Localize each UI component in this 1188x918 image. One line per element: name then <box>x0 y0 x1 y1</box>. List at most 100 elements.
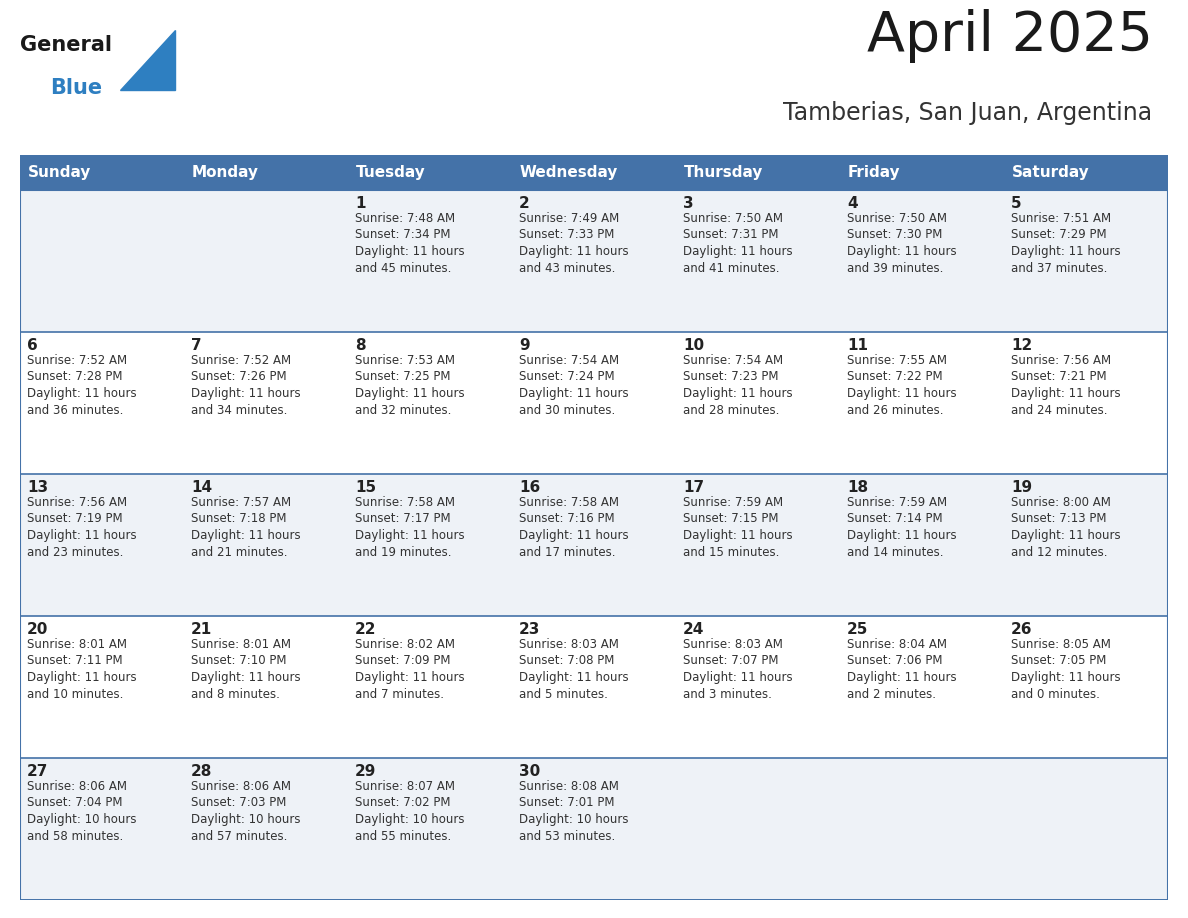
Text: and 41 minutes.: and 41 minutes. <box>683 262 779 274</box>
Text: Daylight: 11 hours: Daylight: 11 hours <box>519 529 628 542</box>
Text: Daylight: 11 hours: Daylight: 11 hours <box>847 245 956 258</box>
Text: 22: 22 <box>355 622 377 637</box>
Bar <box>1004 332 1168 474</box>
Text: Sunset: 7:18 PM: Sunset: 7:18 PM <box>191 512 286 525</box>
Bar <box>348 616 512 758</box>
Text: 29: 29 <box>355 764 377 779</box>
Text: 25: 25 <box>847 622 868 637</box>
Text: Sunset: 7:05 PM: Sunset: 7:05 PM <box>1011 655 1106 667</box>
Text: and 23 minutes.: and 23 minutes. <box>27 545 124 558</box>
Bar <box>348 474 512 616</box>
Text: and 53 minutes.: and 53 minutes. <box>519 830 615 843</box>
Bar <box>184 758 348 900</box>
Text: Blue: Blue <box>50 78 102 98</box>
Bar <box>184 190 348 332</box>
Text: Sunset: 7:29 PM: Sunset: 7:29 PM <box>1011 229 1107 241</box>
Text: and 19 minutes.: and 19 minutes. <box>355 545 451 558</box>
Text: Sunset: 7:23 PM: Sunset: 7:23 PM <box>683 371 778 384</box>
Text: 24: 24 <box>683 622 704 637</box>
Text: Sunset: 7:34 PM: Sunset: 7:34 PM <box>355 229 450 241</box>
Text: Daylight: 11 hours: Daylight: 11 hours <box>27 387 137 400</box>
Text: Sunrise: 7:51 AM: Sunrise: 7:51 AM <box>1011 212 1111 225</box>
Text: and 7 minutes.: and 7 minutes. <box>355 688 444 700</box>
Text: and 28 minutes.: and 28 minutes. <box>683 404 779 417</box>
Text: Daylight: 10 hours: Daylight: 10 hours <box>27 813 137 826</box>
Text: and 14 minutes.: and 14 minutes. <box>847 545 943 558</box>
Bar <box>20 190 184 332</box>
Text: and 43 minutes.: and 43 minutes. <box>519 262 615 274</box>
Text: 17: 17 <box>683 480 704 495</box>
Bar <box>184 332 348 474</box>
Text: 3: 3 <box>683 196 694 211</box>
Text: 9: 9 <box>519 338 530 353</box>
Bar <box>840 332 1004 474</box>
Text: Sunrise: 7:50 AM: Sunrise: 7:50 AM <box>683 212 783 225</box>
Text: Daylight: 11 hours: Daylight: 11 hours <box>191 671 301 684</box>
Bar <box>676 474 840 616</box>
Text: Daylight: 10 hours: Daylight: 10 hours <box>355 813 465 826</box>
Text: 11: 11 <box>847 338 868 353</box>
Text: and 55 minutes.: and 55 minutes. <box>355 830 451 843</box>
Text: Sunrise: 8:08 AM: Sunrise: 8:08 AM <box>519 780 619 793</box>
Text: Daylight: 11 hours: Daylight: 11 hours <box>1011 387 1120 400</box>
Bar <box>348 155 512 190</box>
Text: Sunrise: 7:59 AM: Sunrise: 7:59 AM <box>847 496 947 509</box>
Bar <box>840 616 1004 758</box>
Bar <box>512 474 676 616</box>
Text: Daylight: 11 hours: Daylight: 11 hours <box>519 671 628 684</box>
Text: Sunset: 7:10 PM: Sunset: 7:10 PM <box>191 655 286 667</box>
Text: Sunrise: 8:00 AM: Sunrise: 8:00 AM <box>1011 496 1111 509</box>
Text: and 8 minutes.: and 8 minutes. <box>191 688 280 700</box>
Text: Sunrise: 7:55 AM: Sunrise: 7:55 AM <box>847 354 947 367</box>
Text: 27: 27 <box>27 764 49 779</box>
Text: Sunset: 7:33 PM: Sunset: 7:33 PM <box>519 229 614 241</box>
Text: Daylight: 11 hours: Daylight: 11 hours <box>27 671 137 684</box>
Bar <box>512 155 676 190</box>
Text: Sunrise: 8:06 AM: Sunrise: 8:06 AM <box>191 780 291 793</box>
Bar <box>676 332 840 474</box>
Text: Sunrise: 7:53 AM: Sunrise: 7:53 AM <box>355 354 455 367</box>
Text: 18: 18 <box>847 480 868 495</box>
Text: Sunset: 7:16 PM: Sunset: 7:16 PM <box>519 512 614 525</box>
Text: and 0 minutes.: and 0 minutes. <box>1011 688 1100 700</box>
Text: Friday: Friday <box>848 165 901 180</box>
Text: Sunrise: 7:54 AM: Sunrise: 7:54 AM <box>519 354 619 367</box>
Text: and 24 minutes.: and 24 minutes. <box>1011 404 1107 417</box>
Text: Sunrise: 7:56 AM: Sunrise: 7:56 AM <box>1011 354 1111 367</box>
Text: Daylight: 11 hours: Daylight: 11 hours <box>27 529 137 542</box>
Text: and 2 minutes.: and 2 minutes. <box>847 688 936 700</box>
Text: 20: 20 <box>27 622 49 637</box>
Text: Sunrise: 7:56 AM: Sunrise: 7:56 AM <box>27 496 127 509</box>
Text: and 45 minutes.: and 45 minutes. <box>355 262 451 274</box>
Text: and 5 minutes.: and 5 minutes. <box>519 688 608 700</box>
Text: Daylight: 11 hours: Daylight: 11 hours <box>683 529 792 542</box>
Text: Daylight: 11 hours: Daylight: 11 hours <box>847 529 956 542</box>
Bar <box>20 155 184 190</box>
Text: Sunset: 7:07 PM: Sunset: 7:07 PM <box>683 655 778 667</box>
Text: Daylight: 11 hours: Daylight: 11 hours <box>847 671 956 684</box>
Text: Sunday: Sunday <box>29 165 91 180</box>
Text: April 2025: April 2025 <box>866 9 1152 63</box>
Text: General: General <box>20 35 112 55</box>
Text: Sunset: 7:08 PM: Sunset: 7:08 PM <box>519 655 614 667</box>
Bar <box>840 190 1004 332</box>
Text: 12: 12 <box>1011 338 1032 353</box>
Text: and 26 minutes.: and 26 minutes. <box>847 404 943 417</box>
Text: Daylight: 11 hours: Daylight: 11 hours <box>1011 245 1120 258</box>
Text: Sunrise: 7:54 AM: Sunrise: 7:54 AM <box>683 354 783 367</box>
Polygon shape <box>120 30 175 90</box>
Text: and 39 minutes.: and 39 minutes. <box>847 262 943 274</box>
Bar <box>676 190 840 332</box>
Text: Sunset: 7:30 PM: Sunset: 7:30 PM <box>847 229 942 241</box>
Text: 19: 19 <box>1011 480 1032 495</box>
Bar <box>512 758 676 900</box>
Text: Daylight: 10 hours: Daylight: 10 hours <box>191 813 301 826</box>
Text: Sunrise: 8:06 AM: Sunrise: 8:06 AM <box>27 780 127 793</box>
Text: and 34 minutes.: and 34 minutes. <box>191 404 287 417</box>
Text: Daylight: 11 hours: Daylight: 11 hours <box>519 245 628 258</box>
Text: Sunset: 7:26 PM: Sunset: 7:26 PM <box>191 371 286 384</box>
Text: Tuesday: Tuesday <box>356 165 425 180</box>
Text: Sunrise: 7:52 AM: Sunrise: 7:52 AM <box>191 354 291 367</box>
Text: Daylight: 11 hours: Daylight: 11 hours <box>355 245 465 258</box>
Bar <box>512 332 676 474</box>
